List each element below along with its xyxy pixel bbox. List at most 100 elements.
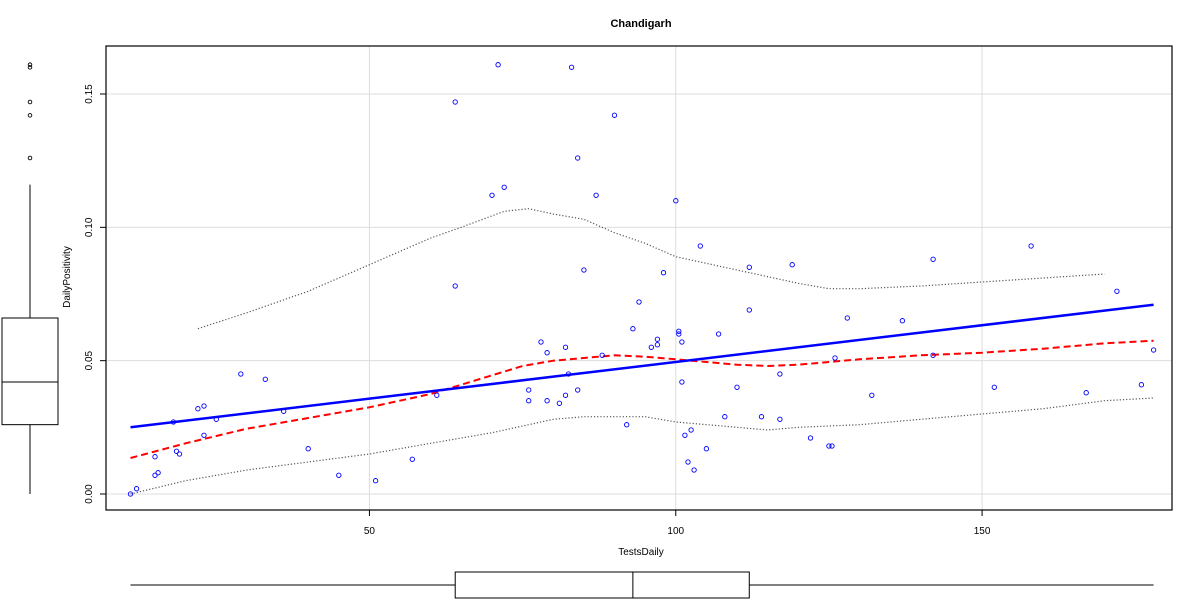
y-tick-label: 0.00 (84, 484, 95, 504)
data-point (544, 350, 550, 356)
plot-frame (105, 45, 1173, 511)
data-point (1138, 382, 1145, 388)
data-point (409, 456, 415, 462)
data-point (593, 192, 599, 198)
data-point (758, 414, 765, 420)
data-point (1083, 390, 1089, 396)
data-point (262, 376, 268, 382)
data-point (691, 467, 697, 473)
data-point (336, 472, 342, 478)
data-point (746, 264, 752, 270)
data-point (722, 414, 728, 420)
data-point (777, 416, 783, 422)
data-point (176, 451, 183, 457)
x-tick-label: 150 (974, 526, 991, 537)
data-point (127, 491, 134, 497)
data-point (682, 432, 688, 438)
data-point (1114, 288, 1120, 294)
confidence-bands (130, 208, 1154, 495)
data-point (611, 112, 618, 118)
y-tick-label: 0.05 (84, 350, 95, 370)
data-point (630, 326, 636, 332)
y-boxplot-box (1, 317, 59, 426)
data-point (155, 470, 161, 476)
fit-lines (130, 303, 1154, 459)
data-points (127, 62, 1157, 497)
data-point (715, 331, 722, 337)
data-point (201, 432, 207, 438)
y-tick-label: 0.10 (84, 217, 95, 237)
lower-band-line (130, 397, 1154, 495)
data-point (281, 408, 287, 414)
data-point (152, 454, 158, 460)
x-tick-label: 50 (364, 526, 376, 537)
regression-line (130, 303, 1154, 429)
data-point (991, 384, 997, 390)
data-point (654, 336, 661, 342)
data-point (133, 486, 140, 492)
data-point (213, 416, 219, 422)
data-point (305, 446, 311, 452)
data-point (869, 392, 875, 398)
data-point (648, 344, 654, 350)
data-point (452, 283, 458, 289)
data-point (372, 478, 379, 484)
data-point (688, 427, 694, 433)
data-point (703, 446, 710, 452)
y-boxplot (1, 62, 59, 494)
data-point (660, 270, 667, 276)
data-point (565, 371, 572, 377)
x-boxplot (130, 571, 1154, 599)
data-point (170, 419, 177, 425)
data-point (829, 443, 835, 449)
x-axis-label: TestsDaily (618, 547, 664, 558)
data-point (1150, 347, 1157, 353)
data-point (599, 352, 605, 358)
data-point (568, 64, 575, 70)
data-point (489, 192, 495, 198)
data-point (930, 256, 936, 262)
data-point (734, 384, 740, 390)
data-point (930, 352, 936, 358)
data-point (581, 267, 587, 273)
data-point (495, 62, 501, 68)
data-point (844, 315, 850, 321)
data-point (624, 422, 630, 428)
data-point (195, 406, 201, 412)
data-point (452, 99, 458, 105)
smooth-line (130, 339, 1154, 459)
data-point (832, 355, 838, 361)
data-point (562, 344, 569, 350)
y-boxplot-outlier (27, 65, 33, 70)
data-point (679, 379, 685, 385)
data-point (697, 243, 703, 249)
data-point (685, 459, 691, 465)
data-point (899, 318, 906, 324)
data-point (526, 387, 532, 393)
y-boxplot-outlier (27, 62, 33, 67)
axes: 50 100 150 0.00 0.05 0.10 0.15 (84, 84, 991, 537)
data-point (777, 371, 783, 377)
y-boxplot-outlier (27, 99, 33, 105)
data-point (746, 307, 752, 313)
data-point (173, 448, 180, 454)
data-point (538, 339, 544, 345)
data-point (556, 400, 563, 406)
data-point (654, 342, 661, 348)
x-boxplot-box (454, 571, 750, 599)
data-point (434, 392, 440, 398)
y-tick-label: 0.15 (84, 84, 95, 104)
data-point (1028, 243, 1034, 249)
y-boxplot-outlier (27, 155, 33, 161)
data-point (526, 398, 532, 404)
y-boxplot-outlier (27, 113, 33, 118)
chart-title: Chandigarh (610, 18, 671, 30)
data-point (152, 472, 158, 478)
upper-band-line (197, 208, 1105, 330)
data-point (679, 339, 685, 345)
grid-lines (106, 46, 1172, 510)
data-point (238, 371, 244, 377)
data-point (575, 387, 581, 393)
data-point (562, 392, 569, 398)
